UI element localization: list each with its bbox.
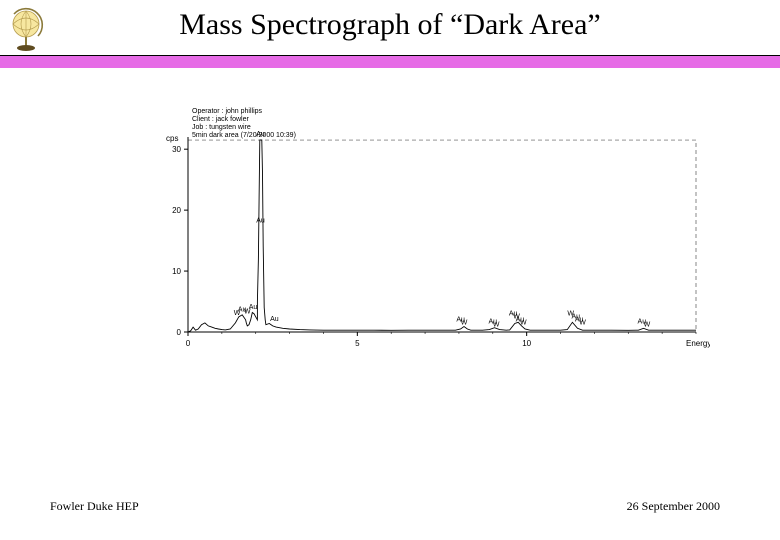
svg-text:W: W bbox=[579, 320, 586, 327]
footer-right: 26 September 2000 bbox=[627, 499, 720, 514]
svg-text:10: 10 bbox=[172, 267, 181, 276]
svg-text:5: 5 bbox=[355, 339, 360, 348]
svg-text:5min dark area (7/20/2000 10:3: 5min dark area (7/20/2000 10:39) bbox=[192, 132, 296, 139]
spectrum-chart: Operator : john phillipsClient : jack fo… bbox=[150, 105, 710, 365]
svg-text:10: 10 bbox=[522, 339, 531, 348]
svg-text:20: 20 bbox=[172, 206, 181, 215]
svg-text:Au: Au bbox=[256, 217, 265, 224]
svg-text:Job : tungsten wire: Job : tungsten wire bbox=[192, 124, 251, 131]
footer-left: Fowler Duke HEP bbox=[50, 499, 139, 514]
svg-text:Operator : john phillips: Operator : john phillips bbox=[192, 108, 263, 115]
svg-text:W: W bbox=[493, 322, 500, 329]
page-title: Mass Spectrograph of “Dark Area” bbox=[0, 8, 780, 42]
accent-rule bbox=[0, 56, 780, 68]
svg-text:0: 0 bbox=[177, 328, 182, 337]
svg-text:W: W bbox=[644, 322, 651, 329]
svg-text:Au: Au bbox=[256, 131, 265, 138]
svg-text:cps: cps bbox=[166, 134, 178, 143]
svg-text:Au: Au bbox=[270, 316, 279, 323]
svg-text:Au: Au bbox=[249, 304, 258, 311]
svg-text:30: 30 bbox=[172, 145, 181, 154]
svg-text:W: W bbox=[520, 320, 527, 327]
svg-text:Energy (keV): Energy (keV) bbox=[686, 339, 710, 348]
slide: Mass Spectrograph of “Dark Area” Operato… bbox=[0, 0, 780, 540]
svg-text:W: W bbox=[461, 320, 468, 327]
svg-text:0: 0 bbox=[186, 339, 191, 348]
svg-text:Client : jack fowler: Client : jack fowler bbox=[192, 116, 249, 123]
